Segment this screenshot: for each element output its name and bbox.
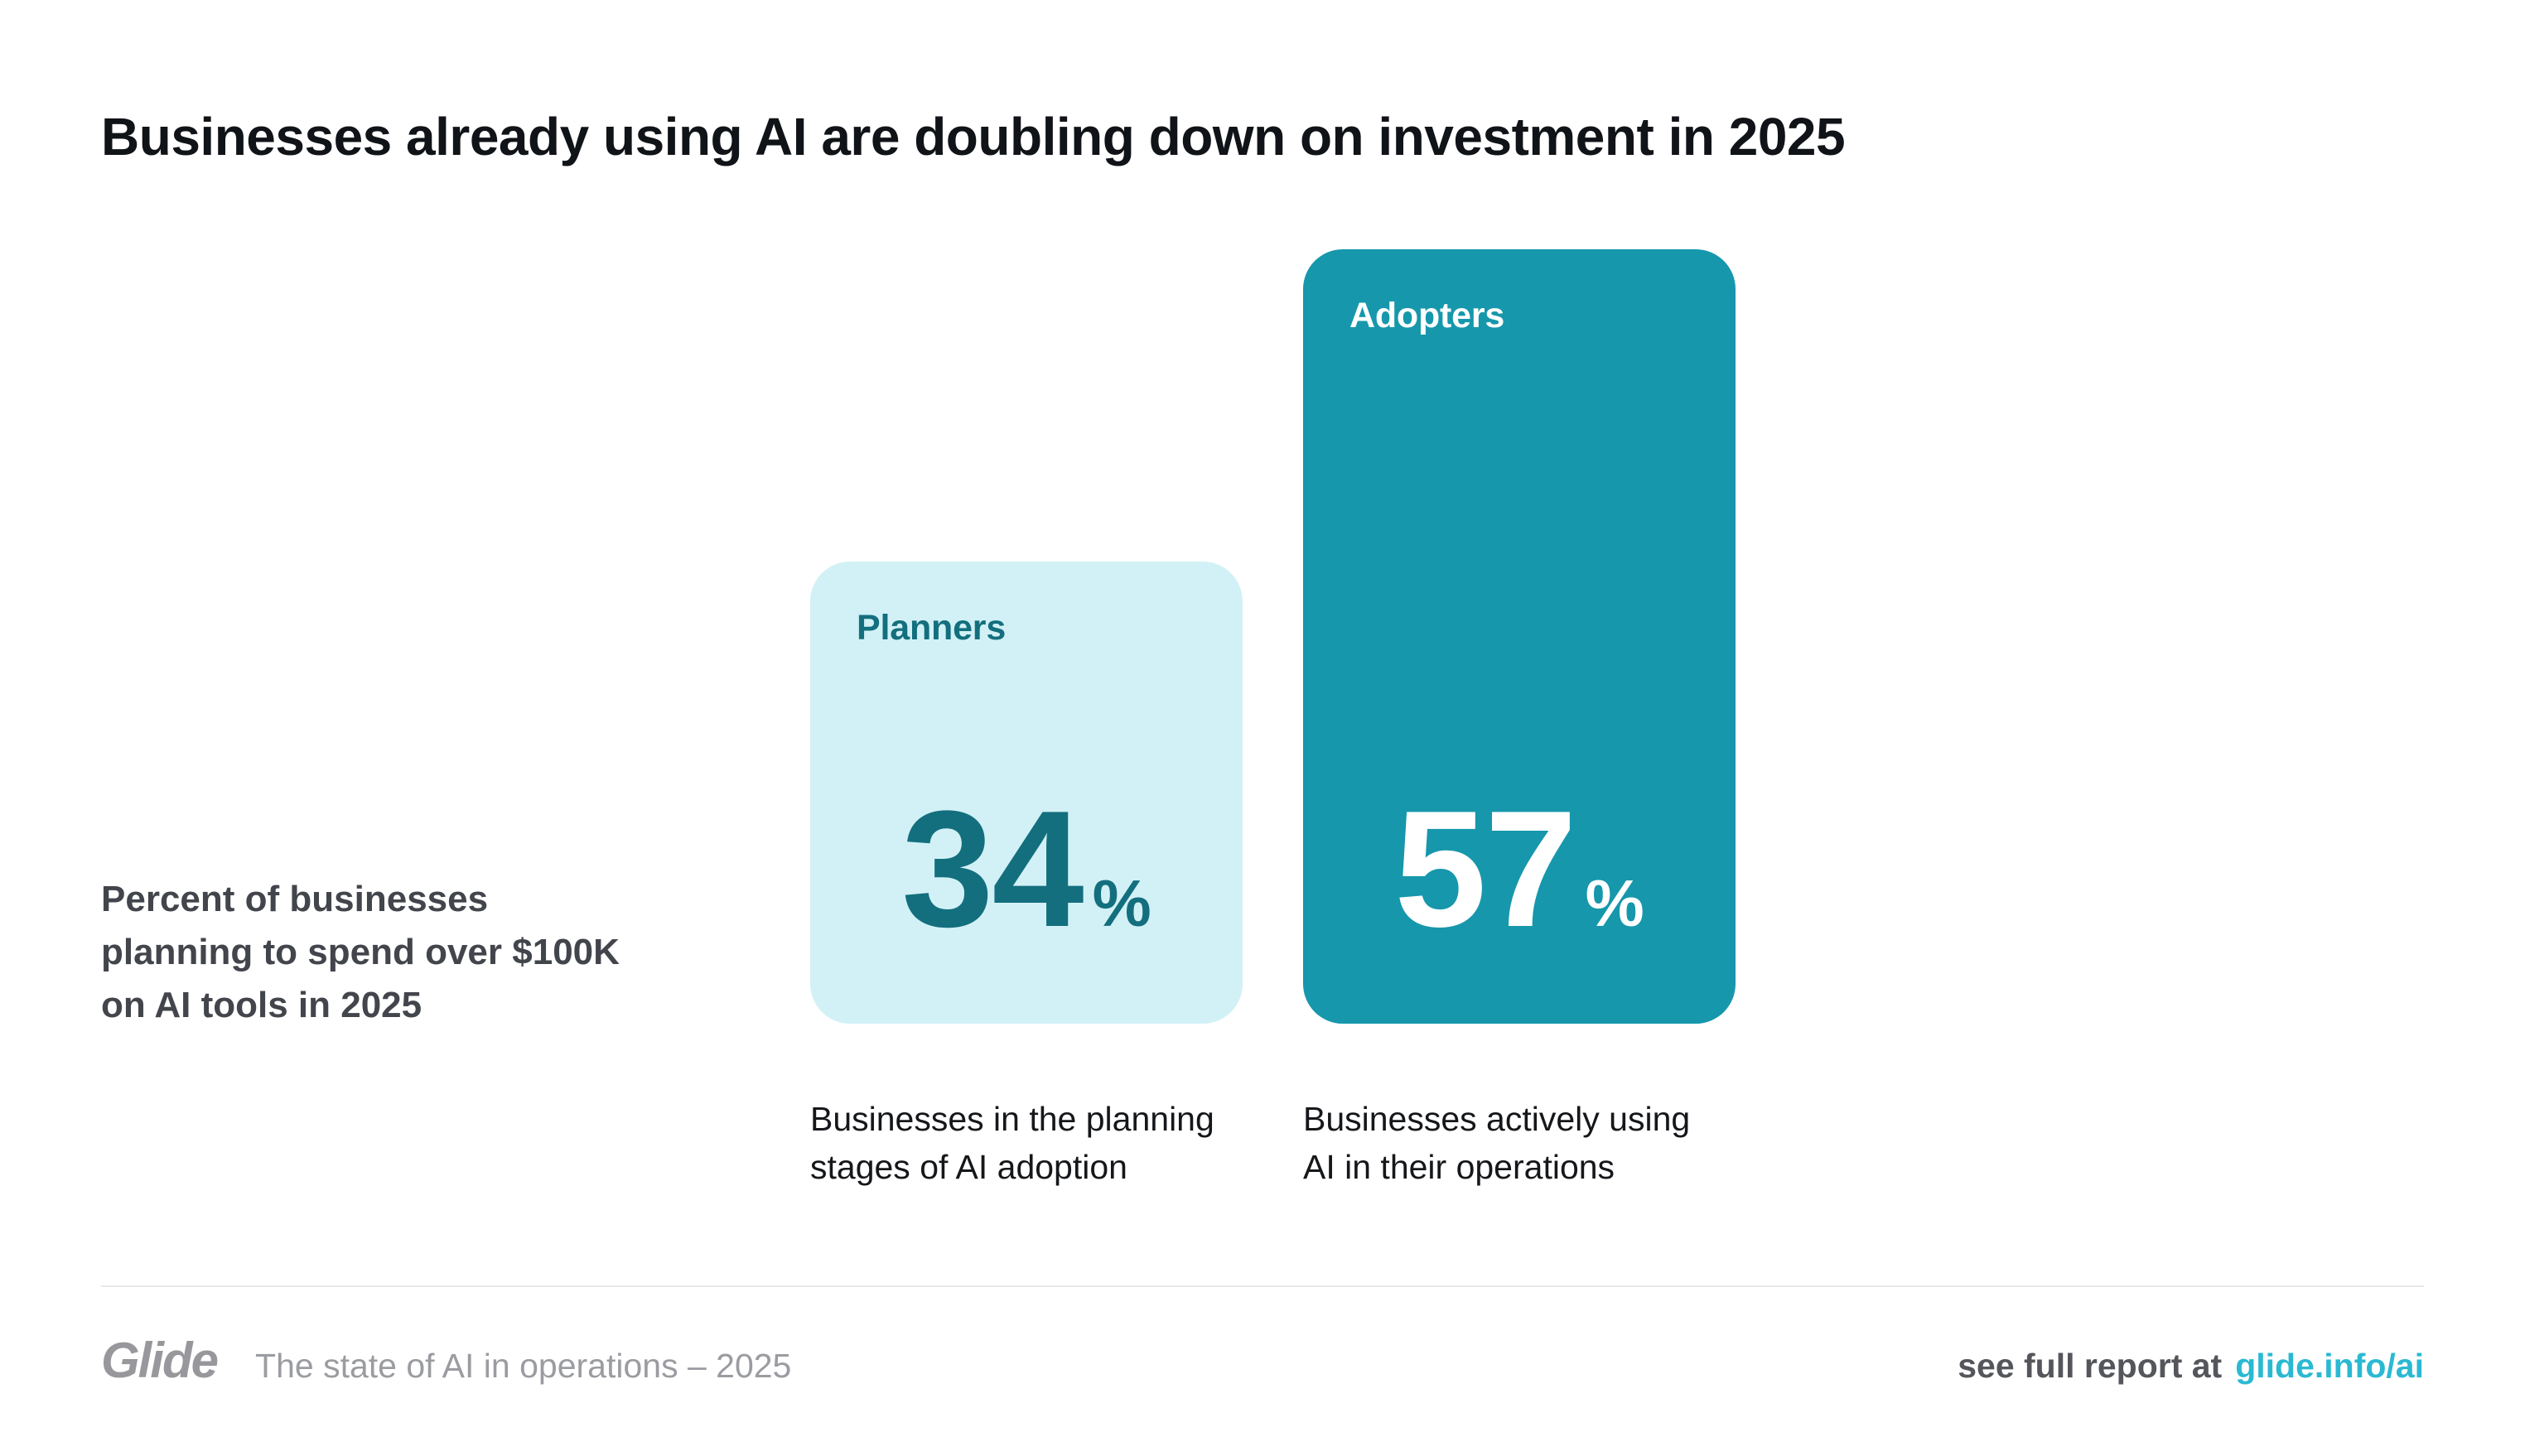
bar-value-row-planners: 34 %: [810, 787, 1243, 952]
report-link[interactable]: glide.info/ai: [2235, 1347, 2424, 1385]
bar-label-adopters: Adopters: [1349, 296, 1505, 336]
bar-unit-adopters: %: [1585, 866, 1644, 940]
bar-value-adopters: 57: [1394, 777, 1576, 962]
footer-tagline: The state of AI in operations – 2025: [255, 1347, 792, 1385]
report-prefix-text: see full report at: [1958, 1347, 2223, 1385]
footer-report-group: see full report at glide.info/ai: [1958, 1347, 2424, 1386]
bar-caption-adopters: Businesses actively using AI in their op…: [1303, 1100, 1691, 1186]
bar-value-row-adopters: 57 %: [1303, 787, 1736, 952]
bar-value-planners: 34: [901, 777, 1084, 962]
page-title: Businesses already using AI are doubling…: [101, 107, 1846, 166]
bar-label-planners: Planners: [857, 608, 1007, 648]
bar-caption-planners: Businesses in the planning stages of AI …: [810, 1100, 1214, 1186]
bar-planners: Planners 34 %: [810, 562, 1243, 1024]
footer: Glide The state of AI in operations – 20…: [101, 1332, 2424, 1389]
footer-divider: [101, 1285, 2424, 1287]
glide-logo: Glide: [101, 1333, 219, 1388]
metric-description: Percent of businesses planning to spend …: [101, 879, 620, 1025]
footer-brand-group: Glide The state of AI in operations – 20…: [101, 1332, 791, 1389]
bar-unit-planners: %: [1092, 866, 1151, 940]
bar-adopters: Adopters 57 %: [1303, 249, 1736, 1024]
